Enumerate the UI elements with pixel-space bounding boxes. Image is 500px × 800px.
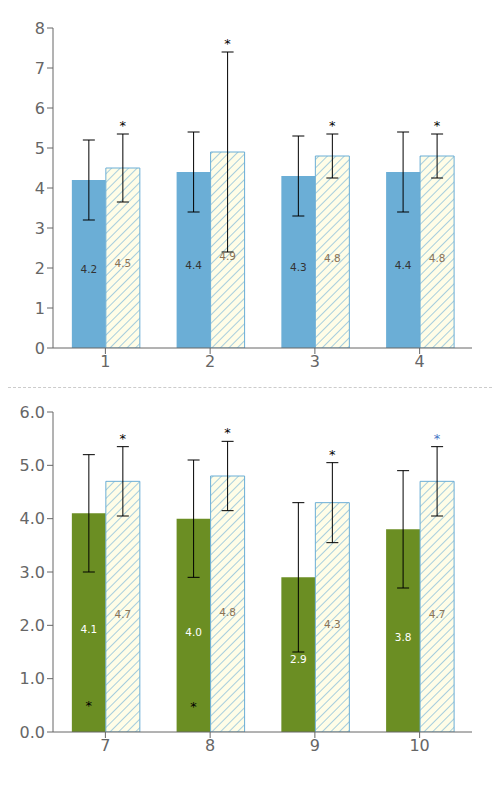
svg-text:7: 7 <box>35 59 45 78</box>
svg-text:*: * <box>329 447 336 462</box>
svg-text:3.8: 3.8 <box>395 631 412 643</box>
svg-text:4.8: 4.8 <box>429 252 446 264</box>
svg-text:4.3: 4.3 <box>290 261 307 273</box>
svg-text:*: * <box>329 118 336 133</box>
svg-text:*: * <box>224 425 231 440</box>
svg-text:9: 9 <box>310 736 320 755</box>
svg-text:4.0: 4.0 <box>20 509 45 528</box>
svg-text:*: * <box>224 36 231 51</box>
svg-text:1.0: 1.0 <box>20 669 45 688</box>
svg-text:4.4: 4.4 <box>395 259 412 271</box>
svg-text:*: * <box>86 698 93 713</box>
svg-text:2: 2 <box>35 259 45 278</box>
svg-text:4.4: 4.4 <box>185 259 202 271</box>
svg-text:4.2: 4.2 <box>81 263 98 275</box>
svg-text:7: 7 <box>100 736 110 755</box>
svg-text:4: 4 <box>415 352 425 371</box>
svg-text:4.8: 4.8 <box>324 252 341 264</box>
svg-text:6: 6 <box>35 99 45 118</box>
svg-text:3.0: 3.0 <box>20 563 45 582</box>
svg-text:4.1: 4.1 <box>81 623 98 635</box>
svg-text:1: 1 <box>100 352 110 371</box>
svg-text:2.9: 2.9 <box>290 653 307 665</box>
svg-text:2: 2 <box>205 352 215 371</box>
svg-text:*: * <box>434 118 441 133</box>
svg-text:*: * <box>434 431 441 446</box>
svg-text:3: 3 <box>310 352 320 371</box>
svg-text:8: 8 <box>205 736 215 755</box>
svg-text:4.5: 4.5 <box>115 257 132 269</box>
svg-text:*: * <box>190 699 197 714</box>
svg-text:0: 0 <box>35 339 45 358</box>
svg-text:*: * <box>120 118 127 133</box>
svg-text:4.7: 4.7 <box>115 608 132 620</box>
svg-text:4.9: 4.9 <box>219 250 236 262</box>
svg-text:4.8: 4.8 <box>219 606 236 618</box>
svg-text:4.0: 4.0 <box>185 626 202 638</box>
svg-text:3: 3 <box>35 219 45 238</box>
svg-text:4.7: 4.7 <box>429 608 446 620</box>
svg-text:4: 4 <box>35 179 45 198</box>
svg-text:2.0: 2.0 <box>20 616 45 635</box>
svg-text:10: 10 <box>409 736 429 755</box>
svg-text:8: 8 <box>35 19 45 38</box>
svg-text:5: 5 <box>35 139 45 158</box>
svg-text:4.3: 4.3 <box>324 618 341 630</box>
svg-text:0.0: 0.0 <box>20 723 45 742</box>
svg-text:*: * <box>120 431 127 446</box>
svg-text:5.0: 5.0 <box>20 456 45 475</box>
svg-text:6.0: 6.0 <box>20 403 45 422</box>
svg-text:1: 1 <box>35 299 45 318</box>
